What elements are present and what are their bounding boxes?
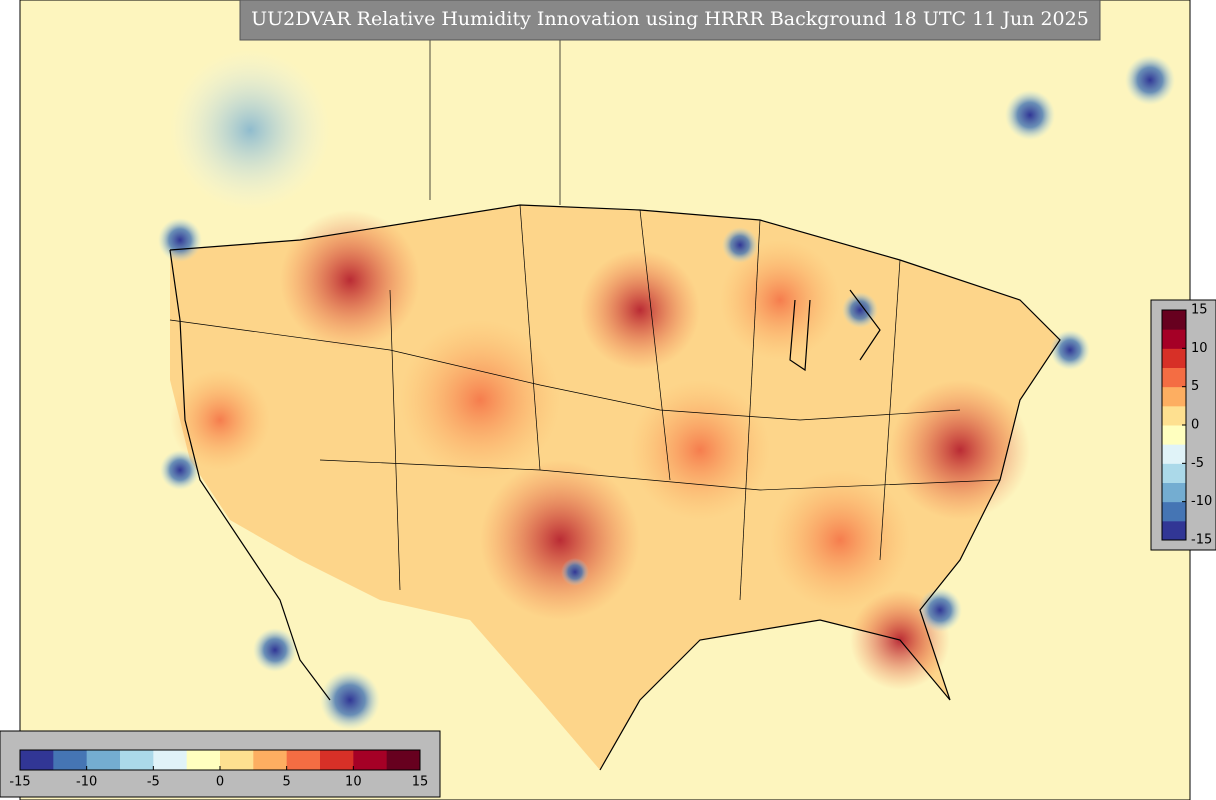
colorbar-segment xyxy=(153,750,188,770)
colorbar-segment xyxy=(253,750,288,770)
colorbar-tick-label: 10 xyxy=(1191,341,1208,356)
colorbar-tick-label: 5 xyxy=(1191,379,1199,394)
colorbar-tick-label: 15 xyxy=(412,775,429,790)
colorbar-segment xyxy=(1162,501,1186,522)
colorbar-tick-label: 15 xyxy=(1191,303,1208,318)
colorbar-segment xyxy=(1162,405,1186,426)
colorbar-segment xyxy=(20,750,54,770)
colorbar-tick-label: -15 xyxy=(9,775,30,790)
colorbar-segment xyxy=(1162,482,1186,503)
colorbar-segment xyxy=(53,750,88,770)
state-borders xyxy=(169,40,1001,601)
colorbar-tick-label: 10 xyxy=(345,775,362,790)
colorbar-segment xyxy=(1162,310,1186,330)
colorbar-segment xyxy=(1162,425,1186,445)
colorbar-tick-label: 0 xyxy=(216,775,224,790)
colorbar-segment xyxy=(1162,386,1186,407)
colorbar-tick-label: -5 xyxy=(147,775,160,790)
colorbar-segment xyxy=(1162,520,1186,541)
colorbar-tick-label: -10 xyxy=(1191,494,1212,509)
colorbar-tick-label: -15 xyxy=(1191,533,1212,548)
land-shading xyxy=(158,50,1175,770)
colorbar-segment xyxy=(353,750,388,770)
title-box xyxy=(239,0,1101,41)
map-title: UU2DVAR Relative Humidity Innovation usi… xyxy=(251,8,1089,30)
colorbar-tick-label: 5 xyxy=(283,775,291,790)
colorbar-segment xyxy=(320,750,354,770)
colorbar-segment xyxy=(1162,463,1186,483)
colorbar-segment xyxy=(1162,348,1186,368)
colorbar-segment xyxy=(220,750,254,770)
colorbar-segment xyxy=(186,750,221,770)
colorbar-segment xyxy=(386,750,421,770)
colorbar-segment xyxy=(120,750,154,770)
colorbar-segment xyxy=(1162,367,1186,388)
colorbar-segment xyxy=(86,750,121,770)
colorbar-segment xyxy=(1162,329,1186,349)
colorbar-tick-label: -5 xyxy=(1191,456,1204,471)
colorbar-segment xyxy=(286,750,321,770)
colorbar-tick-label: -10 xyxy=(76,775,97,790)
colorbar-tick-label: 0 xyxy=(1191,418,1199,433)
colorbar-segment xyxy=(1162,444,1186,464)
coastlines xyxy=(169,204,1061,771)
